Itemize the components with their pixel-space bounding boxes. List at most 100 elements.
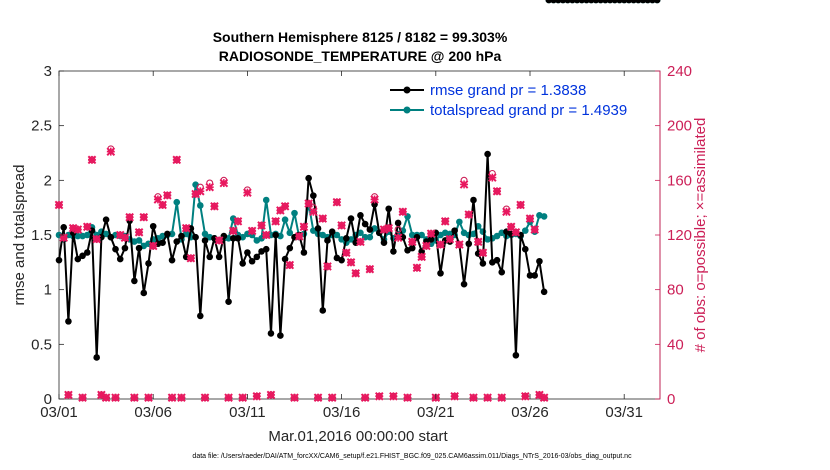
obs-assimilated-point <box>219 178 229 188</box>
rmse-point <box>281 255 289 263</box>
obs-assimilated-point <box>389 391 398 401</box>
obs-assimilated-point <box>422 241 431 251</box>
rmse-point <box>493 256 501 264</box>
obs-assimilated-point <box>323 262 332 271</box>
obs-assimilated-point <box>101 393 111 402</box>
rmse-point <box>164 230 171 238</box>
obs-assimilated-point <box>309 207 318 217</box>
y-left-tick-label: 0.5 <box>31 336 52 353</box>
totalspread-point <box>470 230 477 238</box>
obs-assimilated-point <box>492 186 502 196</box>
rmse-point <box>192 233 199 241</box>
totalspread-point <box>540 213 548 220</box>
totalspread-point <box>333 231 341 239</box>
totalspread-point <box>135 237 143 244</box>
y-axis-left: 0 0.5 1 1.5 2 2.5 3 <box>31 63 64 408</box>
rmse-point <box>470 196 477 204</box>
rmse-point <box>168 256 176 264</box>
y-axis-right: 0 40 80 120 160 200 240 <box>655 63 692 408</box>
obs-assimilated-point <box>520 391 530 401</box>
rmse-point <box>248 257 256 265</box>
rmse-point <box>74 255 82 263</box>
rmse-point <box>267 330 275 337</box>
obs-assimilated-point <box>54 200 64 210</box>
obs-assimilated-point <box>247 226 257 236</box>
obs-assimilated-point <box>280 201 290 211</box>
rmse-point <box>385 205 393 213</box>
rmse-point <box>328 228 336 236</box>
obs-assimilated-point <box>346 258 356 267</box>
obs-assimilated-point <box>478 248 488 258</box>
obs-assimilated-point <box>313 393 323 402</box>
rmse-point <box>305 174 312 182</box>
obs-assimilated-point <box>78 393 87 402</box>
rmse-point <box>408 244 416 252</box>
rmse-point <box>324 237 331 244</box>
totalspread-point <box>281 216 289 223</box>
rmse-point <box>149 222 157 230</box>
obs-assimilated-point <box>407 237 417 247</box>
obs-assimilated-point <box>125 212 134 222</box>
y-right-tick-label: 120 <box>667 227 692 244</box>
obs-assimilated-point <box>440 217 450 226</box>
obs-assimilated-point <box>370 195 379 204</box>
rmse-point <box>314 225 322 232</box>
y-left-tick-label: 1.5 <box>31 227 52 244</box>
x-tick-label: 03/26 <box>511 404 549 421</box>
y-axis-left-label: rmse and totalspread <box>11 165 28 306</box>
obs-assimilated-point <box>210 201 219 211</box>
obs-assimilated-point <box>163 191 172 200</box>
obs-assimilated-point <box>177 393 186 402</box>
rmse-point <box>93 354 100 361</box>
rmse-point <box>371 201 378 208</box>
rmse-point <box>159 239 166 246</box>
rmse-point <box>116 255 124 263</box>
rmse-point <box>465 240 473 248</box>
y-right-tick-label: 160 <box>667 172 692 189</box>
obs-assimilated-point <box>205 182 215 192</box>
obs-assimilated-point <box>200 393 210 402</box>
totalspread-point <box>357 229 364 237</box>
x-tick-label: 03/06 <box>134 404 172 421</box>
rmse-point <box>79 252 86 260</box>
obs-assimilated-point <box>304 199 313 208</box>
obs-assimilated-point <box>539 393 549 402</box>
rmse-point <box>512 351 520 359</box>
rmse-point <box>60 224 68 231</box>
chart-subtitle: RADIOSONDE_TEMPERATURE @ 200 hPa <box>219 48 502 64</box>
rmse-point <box>361 220 369 228</box>
x-tick-label: 03/31 <box>605 404 643 421</box>
obs-assimilated-point <box>130 393 139 402</box>
obs-assimilated-point <box>233 217 243 226</box>
y-axis-right-label: # of obs: o=possible; ×=assimilated <box>692 118 709 353</box>
x-tick-label: 03/21 <box>417 404 455 421</box>
obs-assimilated-point <box>266 390 276 400</box>
rmse-point <box>390 248 397 255</box>
rmse-point <box>540 288 548 296</box>
rmse-point <box>201 237 209 244</box>
totalspread-point <box>168 230 176 238</box>
obs-possible-point <box>394 225 402 234</box>
obs-assimilated-point <box>417 252 426 262</box>
rmse-point <box>479 260 487 267</box>
rmse-point <box>234 234 242 242</box>
obs-assimilated-point <box>82 222 92 232</box>
totalspread-point <box>173 198 181 206</box>
obs-assimilated-point <box>530 225 540 234</box>
legend-rmse-marker <box>403 86 411 94</box>
obs-assimilated-point <box>186 253 196 263</box>
obs-assimilated-point <box>214 236 224 245</box>
rmse-point <box>140 289 148 297</box>
obs-assimilated-point <box>464 210 474 219</box>
rmse-point <box>286 244 294 252</box>
legend: rmse grand pr = 1.3838 totalspread grand… <box>390 82 627 119</box>
obs-assimilated-point <box>398 207 408 217</box>
rmse-point <box>380 239 388 246</box>
obs-assimilated-point <box>327 393 337 402</box>
totalspread-point <box>366 233 374 241</box>
totalspread-point <box>291 209 298 217</box>
obs-assimilated-point <box>365 264 375 274</box>
rmse-point <box>173 238 181 245</box>
rmse-point <box>197 312 204 320</box>
obs-assimilated-point <box>525 214 535 223</box>
